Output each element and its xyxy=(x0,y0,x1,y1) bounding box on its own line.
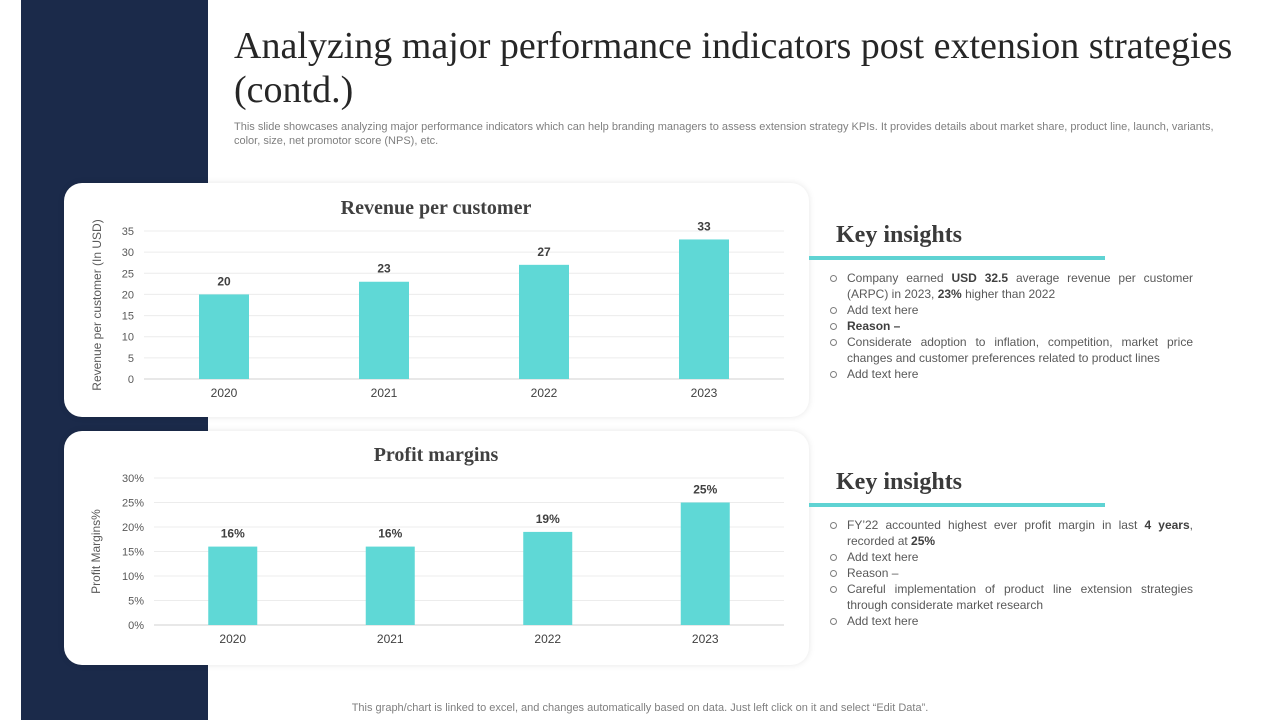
y-axis-title: Profit Margins% xyxy=(89,509,103,594)
data-label: 33 xyxy=(697,219,711,233)
x-tick-label: 2021 xyxy=(377,632,404,646)
revenue-chart[interactable]: Revenue per customer Revenue per customer… xyxy=(64,183,809,417)
x-tick-label: 2021 xyxy=(371,386,398,400)
insight-item: Add text here xyxy=(829,302,1193,318)
data-label: 20 xyxy=(217,274,231,288)
profit-chart[interactable]: Profit margins Profit Margins% 0% 5% 10% 15% 2… xyxy=(64,431,809,665)
insight-text: FY’22 accounted highest ever profit marg… xyxy=(847,518,1145,532)
insight-item: Reason – xyxy=(829,318,1193,334)
insight-text: Add text here xyxy=(847,614,919,628)
chart-title: Revenue per customer xyxy=(341,197,532,219)
x-tick-label: 2023 xyxy=(691,386,718,400)
x-tick-label: 2020 xyxy=(219,632,246,646)
insights-list: FY’22 accounted highest ever profit marg… xyxy=(809,517,1199,629)
insight-text: Careful implementation of product line e… xyxy=(847,582,1193,612)
x-tick-label: 2023 xyxy=(692,632,719,646)
y-tick-label: 0% xyxy=(128,620,144,632)
chart-title: Profit margins xyxy=(374,444,499,466)
bar[interactable] xyxy=(679,239,729,379)
insight-text: average revenue per customer (ARPC) in 2… xyxy=(847,271,1193,301)
insight-item: FY’22 accounted highest ever profit marg… xyxy=(829,517,1193,549)
insight-item: Considerate adoption to inflation, compe… xyxy=(829,334,1193,366)
bar[interactable] xyxy=(208,546,258,625)
data-label: 16% xyxy=(378,527,402,541)
insights-accent-rule xyxy=(809,256,1105,260)
insight-text: Considerate adoption to inflation, compe… xyxy=(847,335,1193,365)
insights-panel-profit: Key insights FY’22 accounted highest eve… xyxy=(809,467,1199,629)
insight-text: higher than 2022 xyxy=(961,287,1056,301)
insight-text: Add text here xyxy=(847,550,919,564)
bar[interactable] xyxy=(523,531,573,625)
insight-text: 4 years xyxy=(1144,518,1190,532)
y-tick-label: 35 xyxy=(122,226,134,238)
data-label: 23 xyxy=(377,262,391,276)
insights-list: Company earned USD 32.5 average revenue … xyxy=(809,270,1199,382)
y-tick-label: 30 xyxy=(122,247,134,259)
y-tick-label: 15 xyxy=(122,311,134,323)
insight-text: , recorded at xyxy=(847,518,1193,548)
y-tick-label: 20 xyxy=(122,289,134,301)
insight-text: Reason – xyxy=(847,319,901,333)
insight-item: Reason – xyxy=(829,565,1193,581)
y-tick-label: 5 xyxy=(128,353,134,365)
insight-item: Add text here xyxy=(829,549,1193,565)
page-subtitle: This slide showcases analyzing major per… xyxy=(234,121,1214,147)
insight-item: Company earned USD 32.5 average revenue … xyxy=(829,270,1193,302)
bar[interactable] xyxy=(365,546,415,625)
x-tick-label: 2022 xyxy=(534,632,561,646)
insight-text: 25% xyxy=(911,534,936,548)
insight-text: Company earned xyxy=(847,271,952,285)
insight-item: Add text here xyxy=(829,366,1193,382)
bar[interactable] xyxy=(680,502,730,626)
y-tick-label: 30% xyxy=(122,473,144,485)
bar[interactable] xyxy=(359,281,409,379)
insight-text: Add text here xyxy=(847,367,919,381)
insight-text: 23% xyxy=(937,287,962,301)
bar[interactable] xyxy=(519,264,569,379)
insight-text: Reason – xyxy=(847,566,899,580)
bar[interactable] xyxy=(199,294,249,379)
y-tick-label: 25 xyxy=(122,268,134,280)
insight-text: USD 32.5 xyxy=(951,271,1009,285)
y-tick-label: 15% xyxy=(122,547,144,559)
profit-chart-card[interactable]: Profit margins Profit Margins% 0% 5% 10% 15% 2… xyxy=(64,431,809,665)
revenue-chart-card[interactable]: Revenue per customer Revenue per customer… xyxy=(64,183,809,417)
x-tick-label: 2022 xyxy=(531,386,558,400)
y-tick-label: 10 xyxy=(122,332,134,344)
insights-heading: Key insights xyxy=(836,222,963,248)
insights-heading: Key insights xyxy=(836,469,963,495)
y-tick-label: 10% xyxy=(122,571,144,583)
insight-item: Careful implementation of product line e… xyxy=(829,581,1193,613)
insight-item: Add text here xyxy=(829,613,1193,629)
data-label: 19% xyxy=(536,512,560,526)
footer-note: This graph/chart is linked to excel, and… xyxy=(351,702,929,714)
insights-accent-rule xyxy=(809,503,1105,507)
y-tick-label: 0 xyxy=(128,374,134,386)
y-axis-title: Revenue per customer (In USD) xyxy=(90,219,104,390)
insight-text: Add text here xyxy=(847,303,919,317)
page-title: Analyzing major performance indicators p… xyxy=(234,25,1233,111)
data-label: 27 xyxy=(537,245,551,259)
y-tick-label: 20% xyxy=(122,522,144,534)
y-tick-label: 5% xyxy=(128,596,144,608)
insights-panel-revenue: Key insights Company earned USD 32.5 ave… xyxy=(809,220,1199,382)
y-tick-label: 25% xyxy=(122,498,144,510)
data-label: 16% xyxy=(221,527,245,541)
data-label: 25% xyxy=(693,483,717,497)
x-tick-label: 2020 xyxy=(211,386,238,400)
